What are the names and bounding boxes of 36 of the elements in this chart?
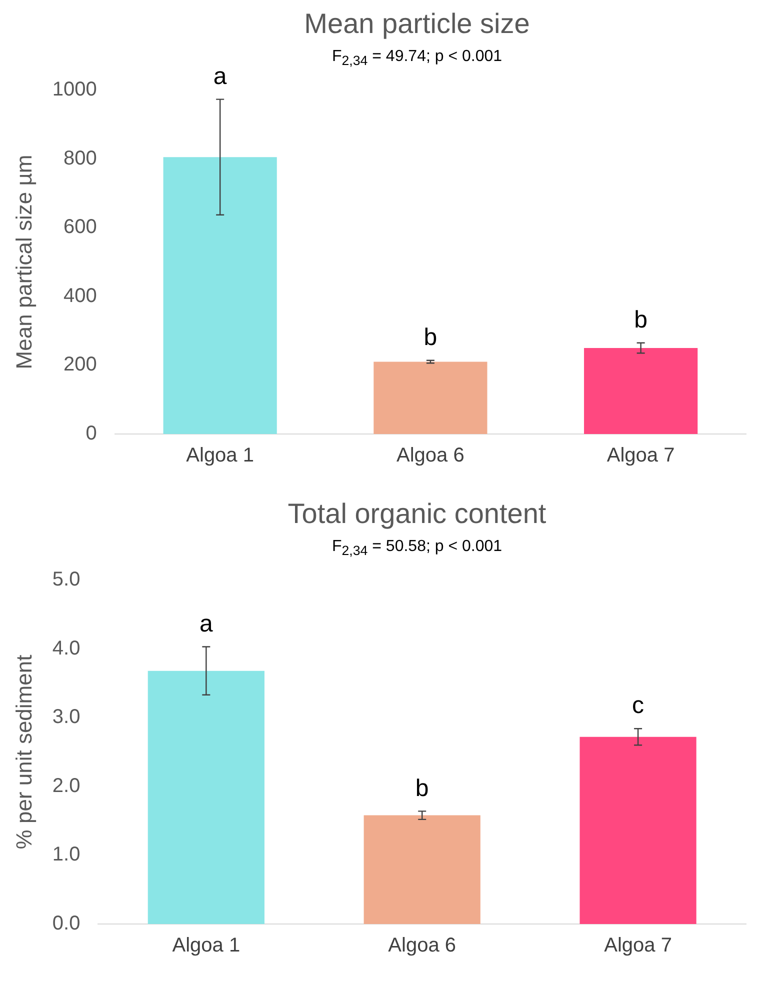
y-tick-label: 400 [64, 285, 97, 308]
x-tick-label: Algoa 6 [396, 444, 464, 467]
y-axis-title: Mean partical size µm [11, 154, 36, 370]
y-tick-label: 3.0 [52, 706, 80, 728]
chart-title: Total organic content [286, 498, 548, 530]
annotation: c [632, 692, 644, 720]
x-tick-label: Algoa 7 [606, 444, 675, 467]
x-tick-label: Algoa 7 [604, 934, 672, 957]
bar [374, 362, 488, 434]
y-tick-label: 2.0 [52, 775, 80, 798]
y-tick-label: 1.0 [52, 844, 80, 866]
y-tick-label: 1000 [52, 78, 97, 101]
x-tick-label: Algoa 1 [186, 444, 254, 467]
chart-subtitle: F$_{2,34}$ = 49.74; p < 0.001 [332, 48, 502, 68]
bar [148, 671, 264, 924]
bar [580, 737, 696, 924]
bar [584, 348, 698, 434]
y-tick-label: 600 [64, 216, 97, 238]
x-tick-label: Algoa 1 [172, 934, 240, 957]
annotation: a [199, 610, 214, 638]
annotation: b [415, 775, 429, 802]
y-tick-label: 0 [86, 422, 97, 445]
bar [364, 816, 480, 924]
chart-title: Mean particle size [303, 8, 531, 40]
bar [163, 157, 277, 434]
x-tick-label: Algoa 6 [388, 934, 456, 957]
annotation: b [634, 306, 648, 334]
y-tick-label: 200 [64, 354, 97, 376]
y-axis-title: % per unit sediment [11, 655, 36, 850]
y-tick-label: 5.0 [52, 568, 80, 591]
y-tick-label: 0.0 [52, 912, 80, 935]
annotation: b [424, 324, 438, 352]
y-tick-label: 800 [64, 148, 97, 170]
y-tick-label: 4.0 [52, 638, 80, 660]
chart-subtitle: F$_{2,34}$ = 50.58; p < 0.001 [330, 538, 504, 558]
annotation: a [213, 63, 228, 90]
